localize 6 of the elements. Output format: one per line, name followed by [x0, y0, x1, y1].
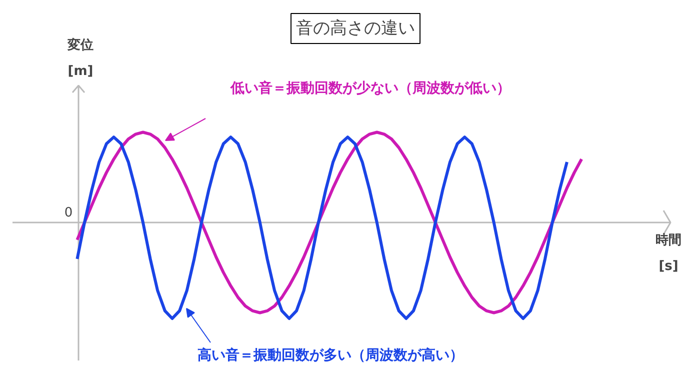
text: 0 — [64, 206, 73, 220]
text: 変位 [m] — [66, 37, 94, 79]
text: 低い音＝振動回数が少ない（周波数が低い） — [230, 80, 510, 96]
text: 高い音＝振動回数が多い（周波数が高い） — [198, 346, 464, 364]
chart-title: 音の高さの違い — [296, 18, 415, 38]
text: 時間 [s] — [656, 233, 682, 274]
